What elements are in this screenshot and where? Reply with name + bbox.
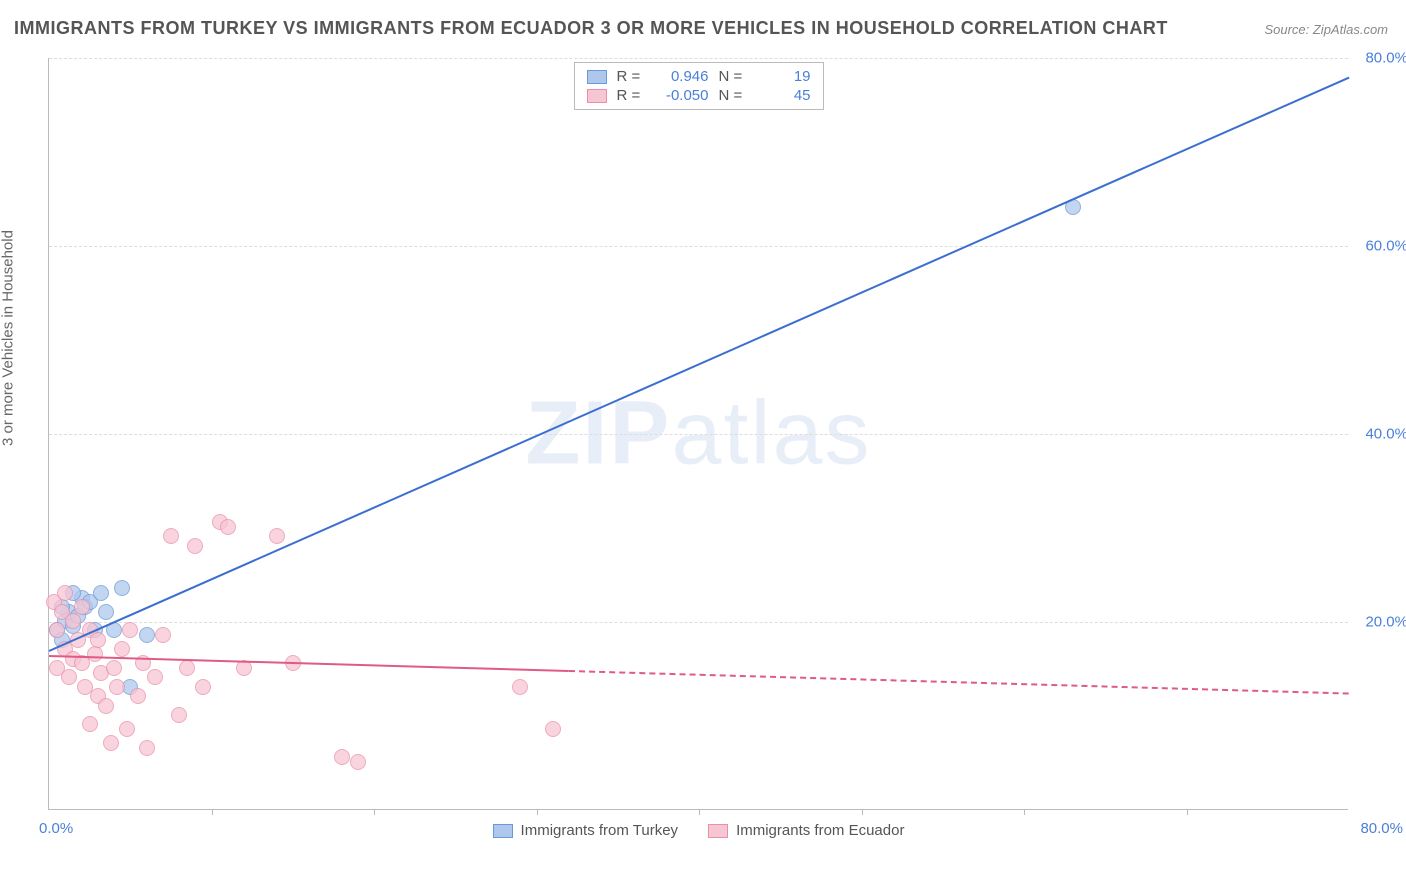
y-axis-label: 3 or more Vehicles in Household	[0, 230, 17, 446]
x-tick	[1024, 809, 1025, 815]
data-point	[65, 613, 81, 629]
data-point	[139, 740, 155, 756]
swatch-turkey	[587, 70, 607, 84]
data-point	[512, 679, 528, 695]
data-point	[139, 627, 155, 643]
legend: Immigrants from Turkey Immigrants from E…	[49, 822, 1348, 839]
y-tick-label: 40.0%	[1365, 426, 1406, 443]
data-point	[122, 622, 138, 638]
data-point	[57, 585, 73, 601]
y-tick-label: 60.0%	[1365, 238, 1406, 255]
data-point	[130, 688, 146, 704]
legend-label-turkey: Immigrants from Turkey	[521, 822, 679, 839]
r-label: R =	[617, 87, 643, 104]
x-tick	[537, 809, 538, 815]
data-point	[171, 707, 187, 723]
data-point	[103, 735, 119, 751]
data-point	[93, 585, 109, 601]
gridline-h	[49, 58, 1348, 59]
plot-area: ZIPatlas 0.0% 80.0% R = 0.946 N = 19 R =…	[48, 58, 1348, 810]
data-point	[106, 660, 122, 676]
data-point	[49, 622, 65, 638]
x-tick	[699, 809, 700, 815]
gridline-h	[49, 246, 1348, 247]
correlation-row-turkey: R = 0.946 N = 19	[587, 67, 811, 86]
data-point	[90, 632, 106, 648]
chart-title: IMMIGRANTS FROM TURKEY VS IMMIGRANTS FRO…	[14, 18, 1168, 39]
swatch-turkey-legend	[493, 824, 513, 838]
trend-line-dashed	[569, 670, 1349, 695]
data-point	[82, 716, 98, 732]
data-point	[61, 669, 77, 685]
trend-line	[49, 655, 569, 672]
data-point	[155, 627, 171, 643]
x-tick	[862, 809, 863, 815]
trend-line	[49, 77, 1350, 652]
data-point	[98, 698, 114, 714]
legend-item-turkey: Immigrants from Turkey	[493, 822, 679, 839]
data-point	[163, 528, 179, 544]
data-point	[179, 660, 195, 676]
swatch-ecuador-legend	[708, 824, 728, 838]
data-point	[98, 604, 114, 620]
data-point	[334, 749, 350, 765]
data-point	[109, 679, 125, 695]
y-tick-label: 20.0%	[1365, 614, 1406, 631]
data-point	[119, 721, 135, 737]
watermark-rest: atlas	[671, 383, 871, 483]
data-point	[114, 641, 130, 657]
data-point	[187, 538, 203, 554]
watermark-bold: ZIP	[525, 383, 671, 483]
y-tick-label: 80.0%	[1365, 50, 1406, 67]
legend-item-ecuador: Immigrants from Ecuador	[708, 822, 904, 839]
data-point	[350, 754, 366, 770]
data-point	[74, 599, 90, 615]
x-tick	[212, 809, 213, 815]
gridline-h	[49, 622, 1348, 623]
x-axis-max-label: 80.0%	[1360, 820, 1403, 837]
r-label: R =	[617, 68, 643, 85]
data-point	[195, 679, 211, 695]
r-value-turkey: 0.946	[653, 68, 709, 85]
n-label: N =	[719, 68, 745, 85]
data-point	[87, 646, 103, 662]
n-value-ecuador: 45	[755, 87, 811, 104]
data-point	[269, 528, 285, 544]
r-value-ecuador: -0.050	[653, 87, 709, 104]
data-point	[147, 669, 163, 685]
swatch-ecuador	[587, 89, 607, 103]
gridline-h	[49, 434, 1348, 435]
legend-label-ecuador: Immigrants from Ecuador	[736, 822, 904, 839]
source-label: Source: ZipAtlas.com	[1264, 22, 1388, 37]
correlation-row-ecuador: R = -0.050 N = 45	[587, 86, 811, 105]
data-point	[220, 519, 236, 535]
x-tick	[1187, 809, 1188, 815]
x-tick	[374, 809, 375, 815]
data-point	[114, 580, 130, 596]
n-label: N =	[719, 87, 745, 104]
data-point	[545, 721, 561, 737]
n-value-turkey: 19	[755, 68, 811, 85]
correlation-box: R = 0.946 N = 19 R = -0.050 N = 45	[574, 62, 824, 110]
